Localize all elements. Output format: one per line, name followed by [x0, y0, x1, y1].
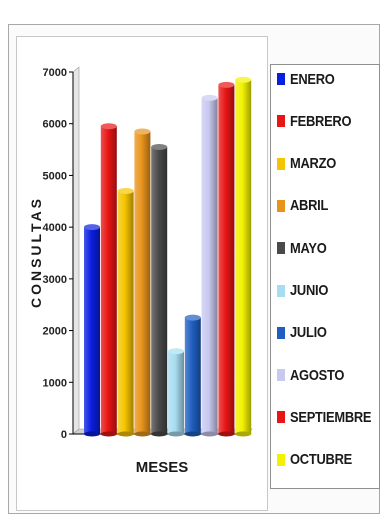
legend-label: ABRIL — [290, 197, 329, 215]
legend-item-septiembre: SEPTIEMBRE — [277, 407, 385, 427]
legend-swatch — [277, 115, 285, 128]
legend-item-mayo: MAYO — [277, 238, 332, 258]
bar-bottom — [134, 431, 151, 437]
bar-top — [168, 348, 184, 355]
bar-bottom — [100, 431, 117, 437]
legend-label: ENERO — [290, 70, 335, 88]
bar-septiembre — [218, 81, 235, 437]
bar-top — [201, 94, 218, 101]
bar-abril — [134, 128, 151, 437]
legend: ENERO FEBRERO MARZO ABRIL MAYO JUNIO JULIO AGOS… — [270, 64, 380, 489]
bar-bottom — [151, 431, 168, 437]
bar-enero — [84, 224, 100, 437]
bar-marzo — [117, 187, 134, 437]
y-axis-label: CONSULTAS — [28, 196, 44, 308]
bar-body — [201, 97, 218, 434]
legend-swatch — [277, 73, 285, 85]
bar-octubre — [235, 76, 252, 437]
legend-label: MAYO — [290, 239, 327, 257]
legend-label: JUNIO — [290, 282, 329, 299]
legend-swatch — [277, 157, 285, 170]
x-axis-label: MESES — [136, 459, 189, 476]
legend-label: OCTUBRE — [290, 451, 352, 469]
bar-top — [151, 143, 168, 150]
bar-body — [151, 146, 168, 434]
bar-top — [218, 81, 235, 88]
legend-label: MARZO — [290, 155, 337, 173]
bar-bottom — [168, 431, 184, 437]
legend-item-enero: ENERO — [277, 69, 342, 89]
legend-item-junio: JUNIO — [277, 281, 334, 301]
legend-label: AGOSTO — [290, 366, 345, 384]
bar-body — [100, 126, 117, 435]
bar-body — [184, 317, 201, 434]
legend-item-abril: ABRIL — [277, 196, 334, 216]
bar-body — [218, 84, 235, 434]
bar-junio — [168, 348, 184, 437]
bar-julio — [184, 314, 201, 437]
bar-top — [84, 224, 100, 231]
legend-label: SEPTIEMBRE — [290, 408, 372, 426]
legend-item-marzo: MARZO — [277, 154, 344, 174]
bar-febrero — [100, 123, 117, 437]
y-tick-label: 7000 — [43, 67, 67, 79]
y-tick-label: 5000 — [43, 170, 67, 182]
legend-swatch — [277, 453, 285, 466]
y-tick-label: 0 — [61, 429, 67, 441]
y-tick-label: 1000 — [43, 377, 67, 389]
bar-agosto — [201, 94, 218, 437]
y-tick-label: 3000 — [43, 274, 67, 286]
bar-body — [117, 190, 134, 434]
legend-label: FEBRERO — [290, 112, 352, 130]
bar-bottom — [84, 431, 100, 437]
legend-swatch — [277, 411, 285, 424]
bar-bottom — [184, 431, 201, 437]
legend-item-febrero: FEBRERO — [277, 111, 361, 131]
bar-bottom — [201, 431, 218, 437]
legend-item-agosto: AGOSTO — [277, 365, 353, 385]
side-wall — [72, 66, 80, 435]
bar-body — [235, 79, 252, 434]
bar-body — [168, 351, 184, 434]
legend-label: JULIO — [290, 324, 327, 342]
legend-item-julio: JULIO — [277, 323, 333, 343]
bar-top — [184, 314, 201, 321]
bar-body — [134, 131, 151, 434]
y-tick-label: 2000 — [43, 326, 67, 338]
bar-mayo — [151, 143, 168, 437]
legend-item-octubre: OCTUBRE — [277, 450, 362, 470]
bar-bottom — [218, 431, 235, 437]
legend-swatch — [277, 242, 285, 255]
bar-body — [84, 227, 100, 434]
bar-bottom — [235, 431, 252, 437]
y-tick-label: 4000 — [43, 222, 67, 234]
bar-top — [100, 123, 117, 130]
legend-swatch — [277, 326, 285, 339]
bar-top — [117, 187, 134, 194]
legend-swatch — [277, 284, 285, 297]
bar-top — [235, 76, 252, 83]
y-tick-label: 6000 — [43, 119, 67, 131]
legend-swatch — [277, 199, 285, 212]
bar-top — [134, 128, 151, 135]
bar-bottom — [117, 431, 134, 437]
legend-swatch — [277, 369, 285, 382]
